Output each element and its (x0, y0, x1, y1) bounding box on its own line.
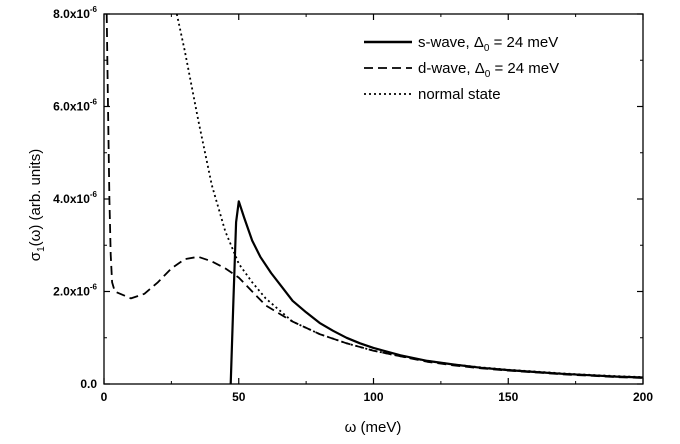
series-line-dotted (175, 13, 644, 378)
legend-label-subscript: 0 (485, 69, 491, 80)
plot-frame (103, 13, 644, 385)
y-tick-base: 8.0x10 (53, 7, 90, 21)
y-tick-label: 8.0x10-6 (53, 5, 97, 21)
x-tick-label: 100 (363, 390, 383, 404)
series-line-dashed (105, 13, 644, 379)
legend-label: normal state (418, 86, 501, 103)
x-tick-label: 0 (101, 390, 108, 404)
plot-area (103, 13, 644, 385)
y-tick-exponent: -6 (90, 283, 98, 292)
y-axis-label-rest: (ω) (arb. units) (27, 149, 44, 247)
legend-label: s-wave, Δ0 = 24 meV (418, 34, 558, 54)
y-tick-label: 0.0 (80, 377, 97, 391)
legend-label-main: s-wave, Δ (418, 34, 484, 51)
x-tick-label: 150 (498, 390, 518, 404)
y-tick-exponent: -6 (90, 98, 98, 107)
x-axis-label: ω (meV) (345, 419, 402, 436)
legend-label-main: d-wave, Δ (418, 60, 485, 77)
y-axis-label: σ1(ω) (arb. units) (27, 149, 47, 261)
y-tick-base: 4.0x10 (53, 192, 90, 206)
series-line-solid (229, 200, 644, 385)
y-tick-label: 2.0x10-6 (53, 283, 97, 299)
y-tick-base: 2.0x10 (53, 285, 90, 299)
legend-label-main: normal state (418, 86, 501, 103)
y-tick-label: 6.0x10-6 (53, 98, 97, 114)
x-tick-label: 50 (232, 390, 246, 404)
y-axis-label-subscript: 1 (36, 246, 47, 252)
y-tick-base: 6.0x10 (53, 100, 90, 114)
series-layer (105, 13, 644, 385)
legend-label: d-wave, Δ0 = 24 meV (418, 60, 559, 80)
y-tick-exponent: -6 (90, 5, 98, 14)
x-tick-label: 200 (633, 390, 653, 404)
y-tick-base: 0.0 (80, 377, 97, 391)
legend-label-subscript: 0 (484, 43, 490, 54)
y-tick-label: 4.0x10-6 (53, 190, 97, 206)
y-axis-label-main: σ (27, 251, 44, 261)
legend-label-rest: = 24 meV (489, 34, 558, 51)
y-tick-exponent: -6 (90, 190, 98, 199)
axis-ticks: 0 50 100 150 2000.02.0x10-64.0x10-66.0x10-68… (53, 5, 653, 404)
legend-label-rest: = 24 meV (490, 60, 559, 77)
